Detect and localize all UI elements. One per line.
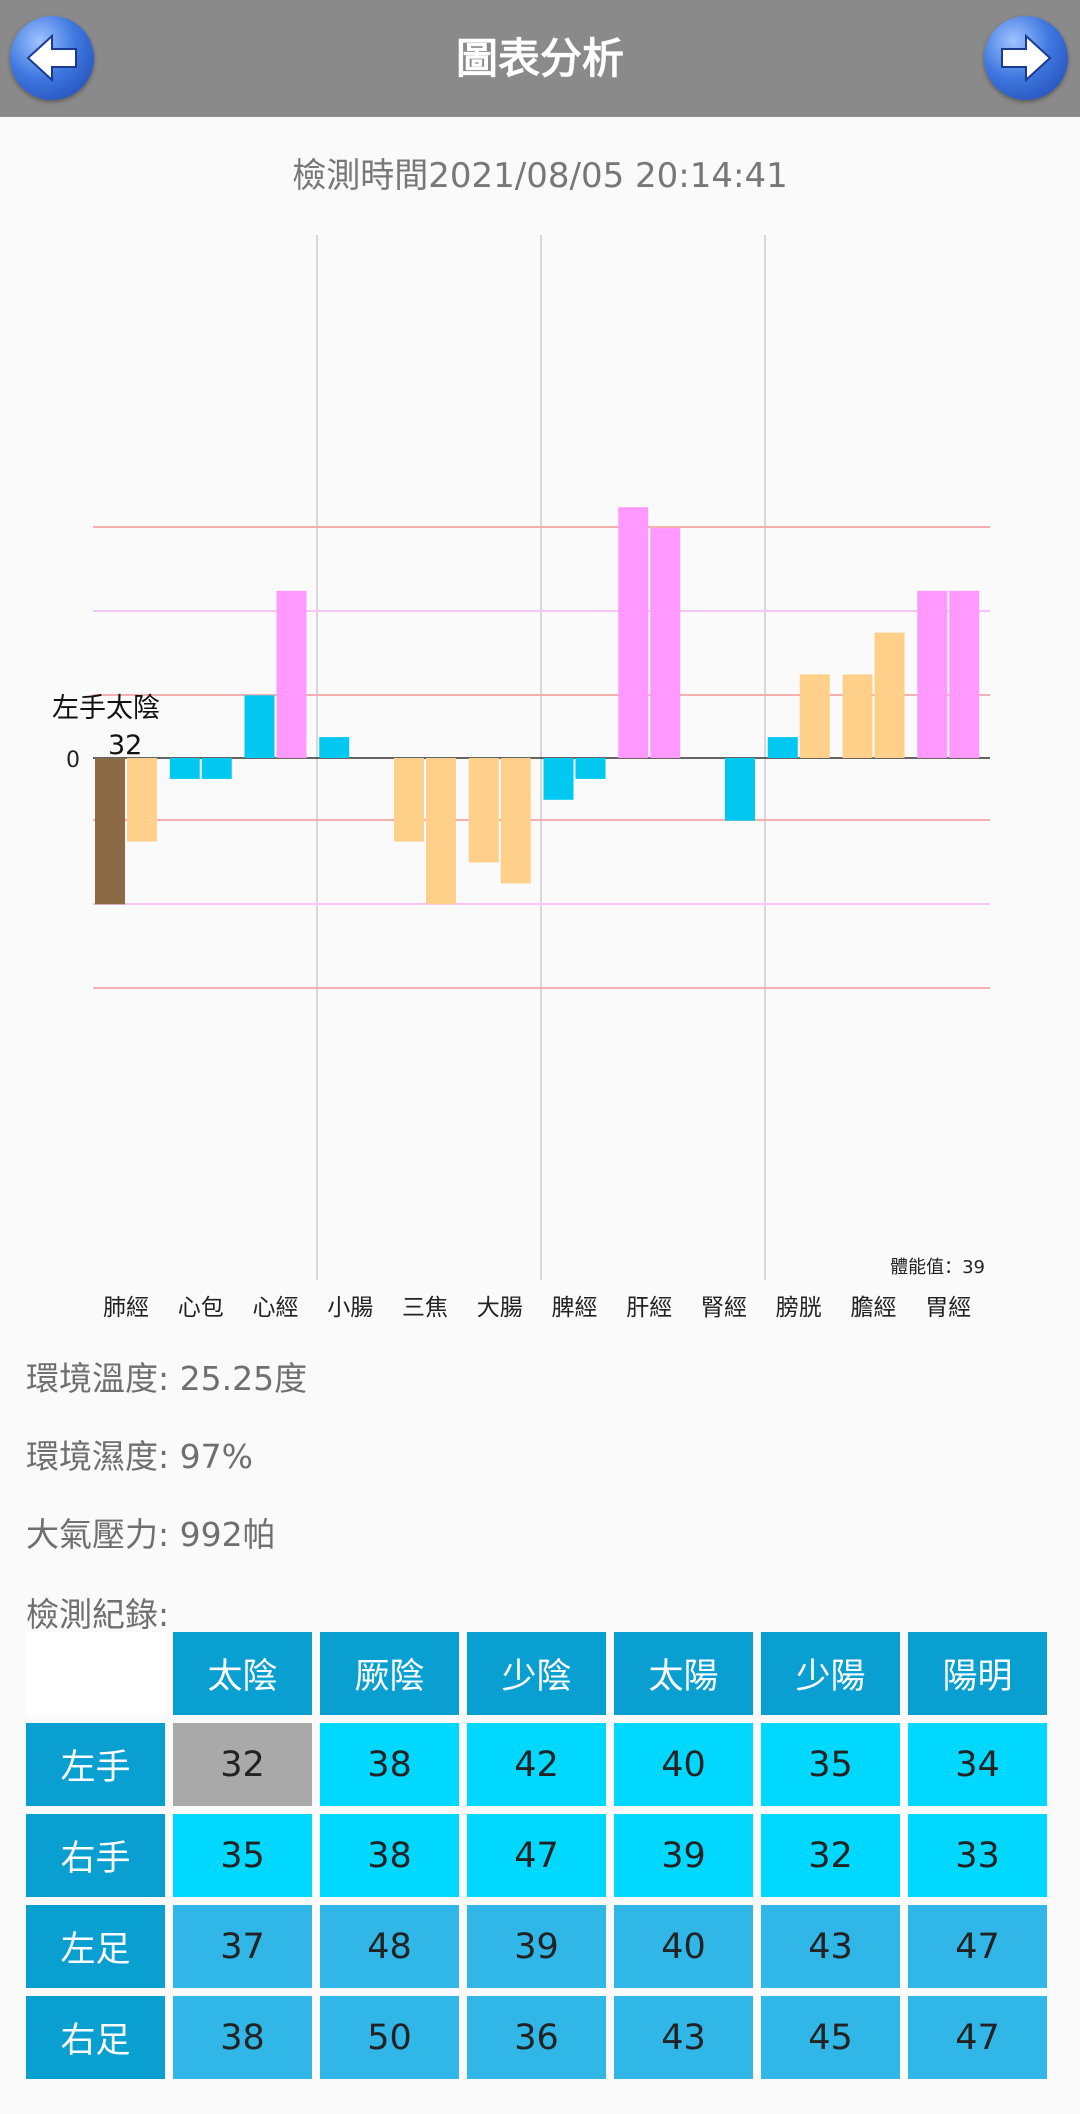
chart-bar [95,758,125,905]
table-cell[interactable]: 47 [908,1996,1047,2079]
column-header: 少陽 [761,1632,900,1715]
table-cell[interactable]: 35 [173,1814,312,1897]
arrow-left-icon[interactable] [10,16,94,100]
environment-humidity: 環境濕度: 97% [26,1437,253,1476]
chart-bar [618,507,649,758]
chart-bar [169,758,200,779]
page-title: 圖表分析 [455,34,624,83]
table-row: 左足 37 48 39 40 43 47 [26,1905,1047,1988]
chart-bar [543,758,574,800]
table-cell[interactable]: 36 [467,1996,606,2079]
environment-temperature: 環境溫度: 25.25度 [26,1359,308,1398]
table-cell[interactable]: 42 [467,1723,606,1806]
column-header: 陽明 [908,1632,1047,1715]
table-cell[interactable]: 38 [320,1814,459,1897]
records-table: 太陰 厥陰 少陰 太陽 少陽 陽明 左手 32 38 42 40 35 34 右… [18,1624,1055,2087]
chart-bar [319,737,350,758]
table-cell[interactable]: 47 [467,1814,606,1897]
top-bar: 圖表分析 [0,0,1080,117]
column-header: 太陰 [173,1632,312,1715]
chart-category-label: 三焦 [402,1295,448,1321]
records-corner-cell [26,1632,165,1715]
table-cell[interactable]: 48 [320,1905,459,1988]
chart-bar [575,758,606,779]
chart-category-label: 腎經 [701,1295,747,1321]
chart-bar [799,674,830,758]
chart-bar [276,590,307,758]
column-header: 厥陰 [320,1632,459,1715]
chart-bar [127,758,157,842]
chart-category-label: 小腸 [327,1295,373,1321]
table-cell[interactable]: 39 [467,1905,606,1988]
chart-bar [842,674,873,758]
chart-bar [500,758,531,884]
table-cell[interactable]: 40 [614,1905,753,1988]
table-cell[interactable]: 39 [614,1814,753,1897]
table-row: 右足 38 50 36 43 45 47 [26,1996,1047,2079]
row-header: 左足 [26,1905,165,1988]
chart-bar [426,758,456,905]
chart-bars [95,507,980,905]
chart-category-label: 膽經 [851,1295,897,1321]
chart-bar [244,695,275,758]
atmospheric-pressure: 大氣壓力: 992帕 [26,1515,276,1554]
chart-zero-label: 0 [66,748,80,773]
chart-gridlines [93,235,990,1280]
table-cell[interactable]: 35 [761,1723,900,1806]
table-cell[interactable]: 33 [908,1814,1047,1897]
table-cell[interactable]: 34 [908,1723,1047,1806]
selected-bar-value: 32 [108,730,142,761]
stamina-label: 體能值：39 [890,1257,985,1278]
table-cell[interactable]: 45 [761,1996,900,2079]
selected-bar-label: 左手太陰 [52,693,160,724]
table-cell[interactable]: 38 [320,1723,459,1806]
row-header: 左手 [26,1723,165,1806]
table-row: 右手 35 38 47 39 32 33 [26,1814,1047,1897]
measurement-time: 檢測時間2021/08/05 20:14:41 [292,156,788,196]
chart-bar [725,758,755,821]
chart-category-label: 胃經 [925,1295,971,1321]
records-label: 檢測紀錄: [26,1595,170,1634]
meridian-bar-chart: 肺經 心包 心經 小腸 三焦 大腸 脾經 肝經 腎經 膀胱 膽經 胃經 0 左手太陰 32 體能值：39 [52,235,990,1321]
table-cell[interactable]: 43 [761,1905,900,1988]
table-cell[interactable]: 38 [173,1996,312,2079]
chart-category-label: 心包 [178,1295,224,1321]
arrow-right-icon[interactable] [984,16,1068,100]
chart-bar [917,590,948,758]
chart-bar [767,737,798,758]
chart-category-label: 膀胱 [776,1295,822,1321]
chart-bar [949,590,980,758]
chart-category-label: 心經 [253,1295,299,1321]
chart-category-label: 肝經 [626,1295,672,1321]
table-row: 左手 32 38 42 40 35 34 [26,1723,1047,1806]
table-cell[interactable]: 32 [173,1723,312,1806]
chart-bar [874,632,905,758]
table-cell[interactable]: 47 [908,1905,1047,1988]
table-cell[interactable]: 50 [320,1996,459,2079]
column-header: 少陰 [467,1632,606,1715]
table-cell[interactable]: 32 [761,1814,900,1897]
table-cell[interactable]: 40 [614,1723,753,1806]
row-header: 右手 [26,1814,165,1897]
row-header: 右足 [26,1996,165,2079]
table-cell[interactable]: 43 [614,1996,753,2079]
chart-category-label: 脾經 [552,1295,598,1321]
chart-bar [468,758,499,863]
chart-bar [201,758,232,779]
table-cell[interactable]: 37 [173,1905,312,1988]
column-header: 太陽 [614,1632,753,1715]
records-header-row: 太陰 厥陰 少陰 太陽 少陽 陽明 [26,1632,1047,1715]
chart-category-label: 大腸 [477,1295,523,1321]
chart-category-label: 肺經 [103,1295,149,1321]
chart-bar [650,528,681,758]
chart-bar [394,758,424,842]
chart-labels: 肺經 心包 心經 小腸 三焦 大腸 脾經 肝經 腎經 膀胱 膽經 胃經 0 左手太陰 32 體能值：39 [52,693,985,1321]
